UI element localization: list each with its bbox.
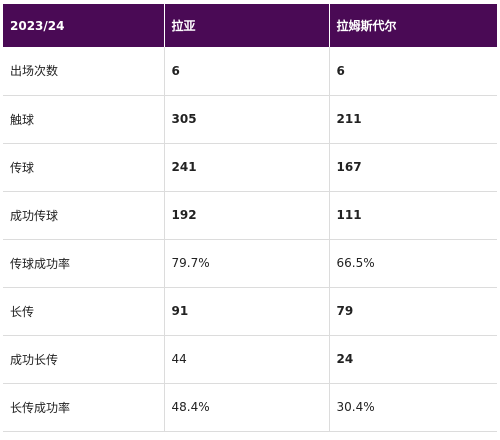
player-a-value: 91: [164, 287, 330, 336]
player-a-value: 79.7%: [164, 239, 330, 288]
table-row: 长传成功率 48.4% 30.4%: [3, 383, 497, 432]
player-b-value: 111: [329, 191, 497, 240]
table-row: 出场次数 6 6: [3, 47, 497, 96]
stat-label: 成功长传: [3, 335, 165, 384]
table-row: 长传 91 79: [3, 287, 497, 336]
player-b-value: 167: [329, 143, 497, 192]
player-a-value: 192: [164, 191, 330, 240]
stats-comparison-table: 2023/24 拉亚 拉姆斯代尔 出场次数 6 6 触球 305 211 传球 …: [3, 4, 497, 432]
stat-label: 传球成功率: [3, 239, 165, 288]
player-a-value: 48.4%: [164, 383, 330, 432]
player-b-value: 79: [329, 287, 497, 336]
table-row: 传球 241 167: [3, 143, 497, 192]
player-a-header: 拉亚: [164, 4, 330, 47]
stat-label: 出场次数: [3, 47, 165, 96]
table-row: 成功长传 44 24: [3, 335, 497, 384]
player-b-value: 6: [329, 47, 497, 96]
player-a-value: 241: [164, 143, 330, 192]
player-a-value: 44: [164, 335, 330, 384]
season-header: 2023/24: [3, 4, 165, 47]
stat-label: 长传成功率: [3, 383, 165, 432]
stat-label: 长传: [3, 287, 165, 336]
stat-label: 传球: [3, 143, 165, 192]
stat-label: 触球: [3, 95, 165, 144]
table-row: 成功传球 192 111: [3, 191, 497, 240]
table-row: 触球 305 211: [3, 95, 497, 144]
table-header-row: 2023/24 拉亚 拉姆斯代尔: [3, 4, 497, 47]
player-b-value: 30.4%: [329, 383, 497, 432]
player-b-header: 拉姆斯代尔: [329, 4, 497, 47]
player-b-value: 66.5%: [329, 239, 497, 288]
player-a-value: 6: [164, 47, 330, 96]
player-b-value: 211: [329, 95, 497, 144]
player-a-value: 305: [164, 95, 330, 144]
table-row: 传球成功率 79.7% 66.5%: [3, 239, 497, 288]
stat-label: 成功传球: [3, 191, 165, 240]
player-b-value: 24: [329, 335, 497, 384]
